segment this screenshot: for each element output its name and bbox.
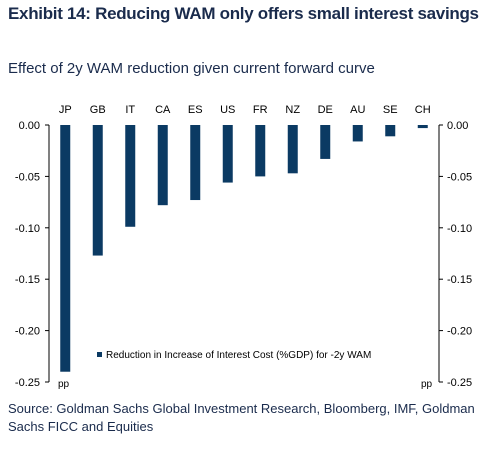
bar-au	[352, 125, 363, 142]
right-tick-label: -0.25	[447, 377, 472, 389]
category-label-nz: NZ	[285, 104, 300, 116]
left-y-axis: 0.00 -0.05 -0.10 -0.15 -0.20 -0.25	[15, 120, 50, 389]
category-label-it: IT	[125, 104, 135, 116]
category-label-gb: GB	[90, 104, 106, 116]
category-label-fr: FR	[253, 104, 268, 116]
right-y-axis: 0.00 -0.05 -0.10 -0.15 -0.20 -0.25	[438, 120, 472, 389]
bar-ca	[157, 125, 168, 206]
bar-us	[222, 125, 233, 183]
left-tick-label: 0.00	[19, 120, 40, 132]
left-tick-label: -0.15	[15, 274, 40, 286]
bar-nz	[287, 125, 298, 174]
bar-gb	[92, 125, 103, 256]
bar-se	[385, 125, 396, 137]
chart-title: Exhibit 14: Reducing WAM only offers sma…	[8, 4, 479, 23]
category-label-ch: CH	[415, 104, 431, 116]
right-unit-label: pp	[421, 379, 433, 390]
left-tick-label: -0.10	[15, 223, 40, 235]
bar-es	[190, 125, 201, 201]
category-label-ca: CA	[155, 104, 171, 116]
left-unit-label: pp	[58, 379, 70, 390]
category-label-es: ES	[188, 104, 203, 116]
bar-jp	[60, 125, 71, 372]
right-tick-label: -0.05	[447, 171, 472, 183]
category-label-jp: JP	[59, 104, 72, 116]
right-tick-label: -0.15	[447, 274, 472, 286]
category-label-de: DE	[318, 104, 333, 116]
source-note: Source: Goldman Sachs Global Investment …	[8, 401, 475, 434]
left-tick-label: -0.25	[15, 377, 40, 389]
right-tick-label: -0.10	[447, 223, 472, 235]
legend: Reduction in Increase of Interest Cost (…	[97, 350, 371, 361]
category-label-se: SE	[383, 104, 398, 116]
bar-de	[320, 125, 331, 159]
legend-swatch	[97, 352, 102, 357]
bars	[60, 125, 428, 372]
left-tick-label: -0.20	[15, 326, 40, 338]
bar-fr	[255, 125, 266, 177]
left-tick-label: -0.05	[15, 171, 40, 183]
bar-ch	[417, 125, 428, 129]
category-label-au: AU	[350, 104, 365, 116]
chart-subtitle: Effect of 2y WAM reduction given current…	[8, 60, 375, 77]
right-tick-label: 0.00	[447, 120, 468, 132]
right-tick-label: -0.20	[447, 326, 472, 338]
category-label-us: US	[220, 104, 235, 116]
legend-label: Reduction in Increase of Interest Cost (…	[106, 350, 371, 361]
bar-it	[125, 125, 136, 227]
category-labels: JP GB IT CA ES US FR NZ DE AU SE CH	[59, 104, 431, 116]
bar-chart: 0.00 -0.05 -0.10 -0.15 -0.20 -0.25 0.00 -0.05 -…	[15, 104, 472, 390]
